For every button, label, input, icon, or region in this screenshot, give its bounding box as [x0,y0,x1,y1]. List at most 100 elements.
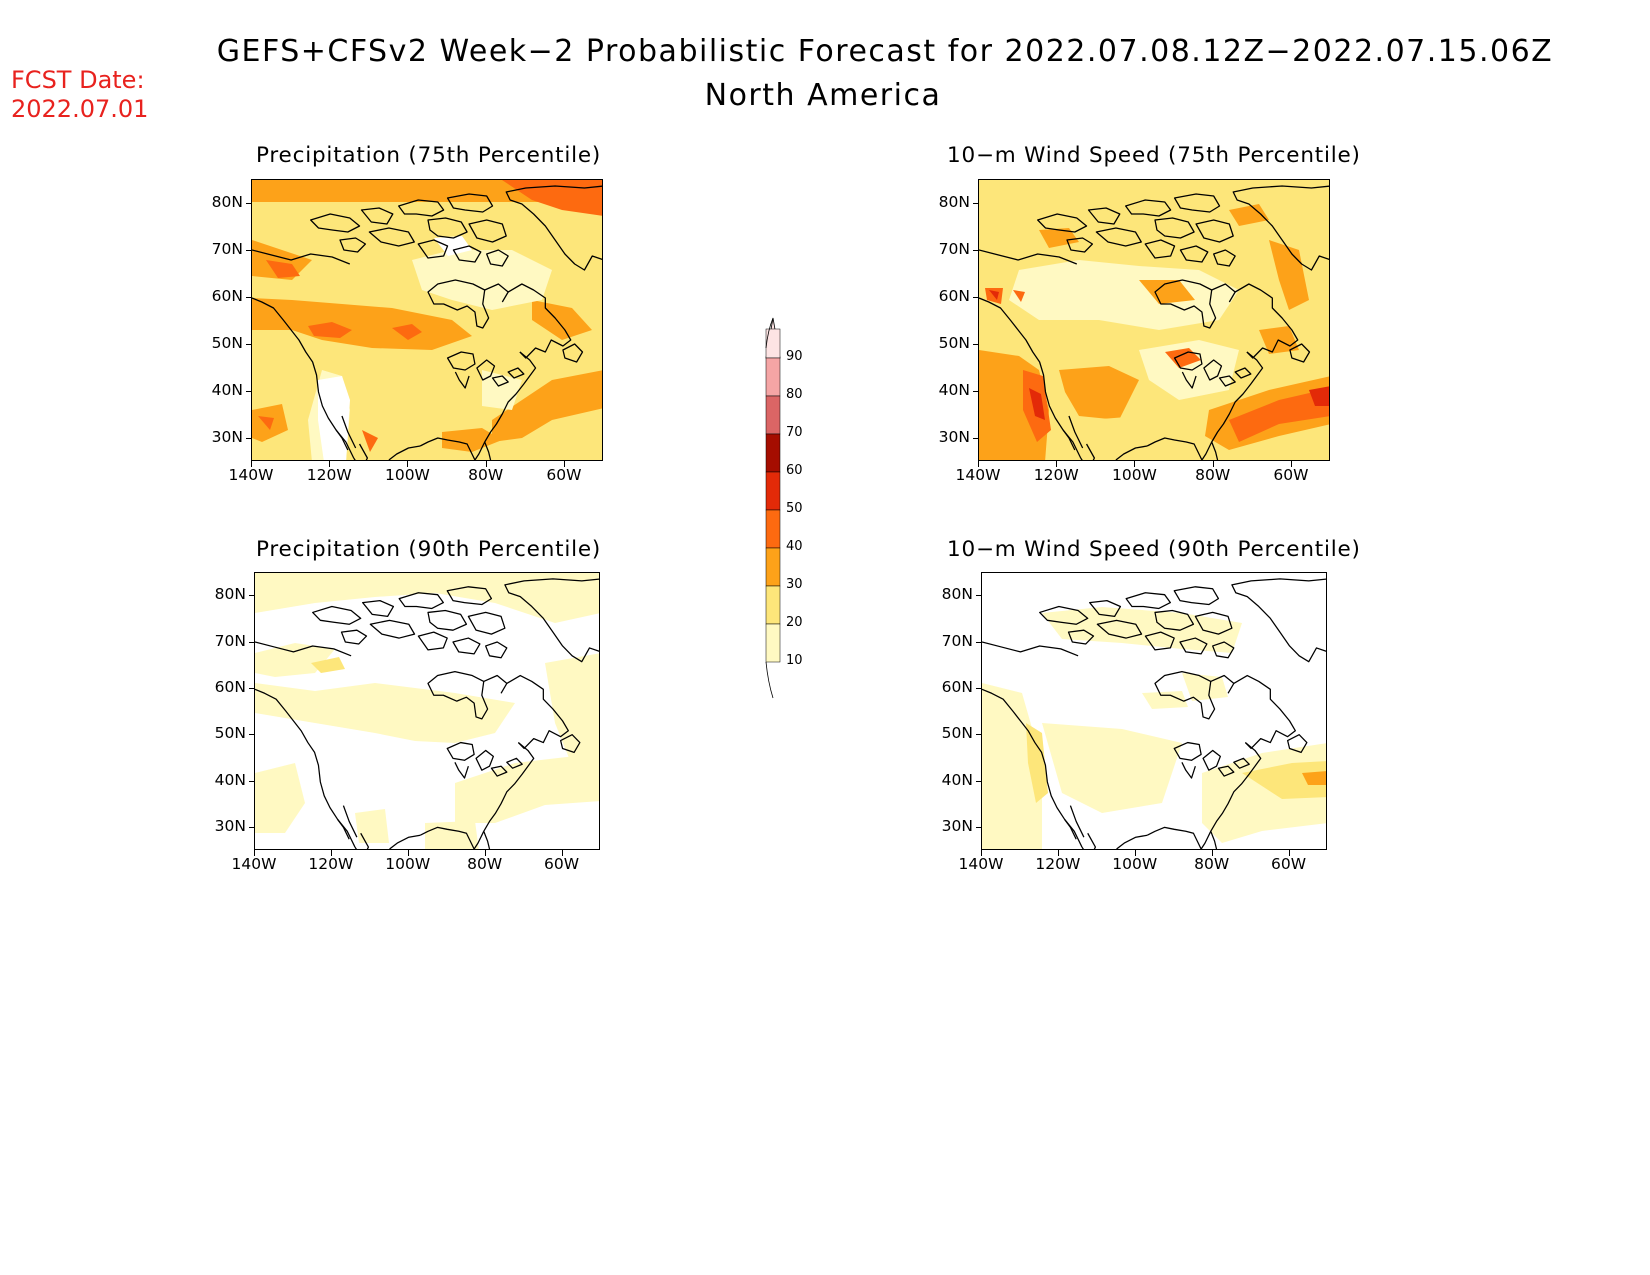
lon-tick-mark [407,850,409,856]
lat-tick-wind-75: 70N [938,239,970,258]
lon-tick-precip-75: 100W [384,466,430,484]
lat-tick-precip-90: 50N [214,724,246,743]
colorbar-label-70: 70 [786,425,803,440]
lon-tick-mark [978,461,979,467]
page-subtitle: North America [704,78,942,113]
colorbar-bin-70 [765,395,781,435]
lat-tick-precip-90: 70N [214,631,246,650]
lat-tick-mark [976,641,982,643]
lon-tick-wind-90: 60W [1271,855,1307,873]
lon-tick-mark [407,461,409,467]
lon-tick-precip-75: 120W [306,466,352,484]
lon-tick-precip-90: 100W [385,855,431,873]
lat-tick-mark [976,595,982,597]
lon-tick-wind-75: 100W [1111,466,1157,484]
lon-tick-mark [981,850,982,856]
lon-tick-wind-75: 60W [1273,466,1309,484]
colorbar-label-90: 90 [786,349,803,364]
lat-tick-mark [973,390,979,392]
map-wind-90 [981,572,1327,850]
lat-tick-mark [246,249,252,251]
lat-tick-mark [249,641,255,643]
colorbar-bin-10 [765,623,781,663]
colorbar-label-10: 10 [786,653,803,668]
lon-tick-mark [1212,461,1214,467]
lat-tick-mark [249,734,255,736]
colorbar-bin-40 [765,509,781,549]
colorbar-bin-20 [765,585,781,625]
lat-tick-precip-75: 70N [211,239,243,258]
colorbar-label-80: 80 [786,387,803,402]
lat-tick-wind-75: 30N [938,427,970,446]
colorbar-label-50: 50 [786,501,803,516]
colorbar-label-60: 60 [786,463,803,478]
lon-tick-mark [563,461,565,467]
lat-tick-mark [973,343,979,345]
forecast-date-label: FCST Date: 2022.07.01 [11,66,148,124]
lat-tick-mark [973,202,979,204]
lon-tick-mark [1057,850,1059,856]
map-wind-75 [978,179,1330,461]
lat-tick-precip-75: 30N [211,427,243,446]
lon-tick-mark [251,461,252,467]
lat-tick-mark [246,437,252,439]
colorbar-label-20: 20 [786,615,803,630]
lat-tick-wind-90: 70N [941,631,973,650]
lat-tick-mark [246,390,252,392]
panel-title-precip-90: Precipitation (90th Percentile) [256,537,602,562]
lon-tick-wind-90: 100W [1112,855,1158,873]
lat-tick-precip-90: 30N [214,816,246,835]
colorbar-bin-50 [765,471,781,511]
lat-tick-wind-75: 60N [938,286,970,305]
lon-tick-mark [1056,461,1058,467]
lon-tick-precip-90: 120W [308,855,354,873]
colorbar-bin-80 [765,357,781,397]
lon-tick-precip-90: 60W [544,855,580,873]
colorbar [765,317,781,699]
lon-tick-mark [1211,850,1213,856]
lat-tick-precip-90: 60N [214,677,246,696]
lon-tick-wind-90: 80W [1194,855,1230,873]
lat-tick-mark [976,734,982,736]
lat-tick-mark [973,437,979,439]
lat-tick-mark [249,780,255,782]
lon-tick-precip-90: 140W [231,855,277,873]
lat-tick-mark [246,202,252,204]
lon-tick-wind-90: 120W [1035,855,1081,873]
lat-tick-precip-75: 50N [211,333,243,352]
lat-tick-wind-90: 60N [941,677,973,696]
map-precip-75 [251,179,603,461]
lon-tick-mark [1288,850,1290,856]
lon-tick-mark [254,850,255,856]
lat-tick-mark [249,595,255,597]
colorbar-top-curve [765,317,774,349]
colorbar-bottom-curve [765,661,774,699]
lon-tick-precip-75: 60W [546,466,582,484]
lat-tick-wind-90: 50N [941,724,973,743]
page-title: GEFS+CFSv2 Week−2 Probabilistic Forecast… [216,34,1554,69]
lat-tick-mark [249,687,255,689]
lon-tick-mark [1134,850,1136,856]
lat-tick-wind-75: 50N [938,333,970,352]
lat-tick-wind-90: 80N [941,585,973,604]
lat-tick-mark [976,687,982,689]
lon-tick-mark [1290,461,1292,467]
lon-tick-mark [561,850,563,856]
lat-tick-precip-75: 40N [211,380,243,399]
lon-tick-mark [484,850,486,856]
lon-tick-wind-75: 120W [1033,466,1079,484]
lat-tick-mark [976,780,982,782]
lon-tick-wind-75: 140W [955,466,1001,484]
lat-tick-wind-75: 40N [938,380,970,399]
lat-tick-mark [976,826,982,828]
map-precip-90 [254,572,600,850]
lat-tick-mark [246,343,252,345]
panel-title-precip-75: Precipitation (75th Percentile) [256,143,602,168]
colorbar-bin-30 [765,547,781,587]
lat-tick-wind-90: 30N [941,816,973,835]
panel-title-wind-90: 10−m Wind Speed (90th Percentile) [947,537,1361,562]
colorbar-bin-60 [765,433,781,473]
lon-tick-mark [485,461,487,467]
lat-tick-precip-75: 60N [211,286,243,305]
lon-tick-mark [329,461,331,467]
